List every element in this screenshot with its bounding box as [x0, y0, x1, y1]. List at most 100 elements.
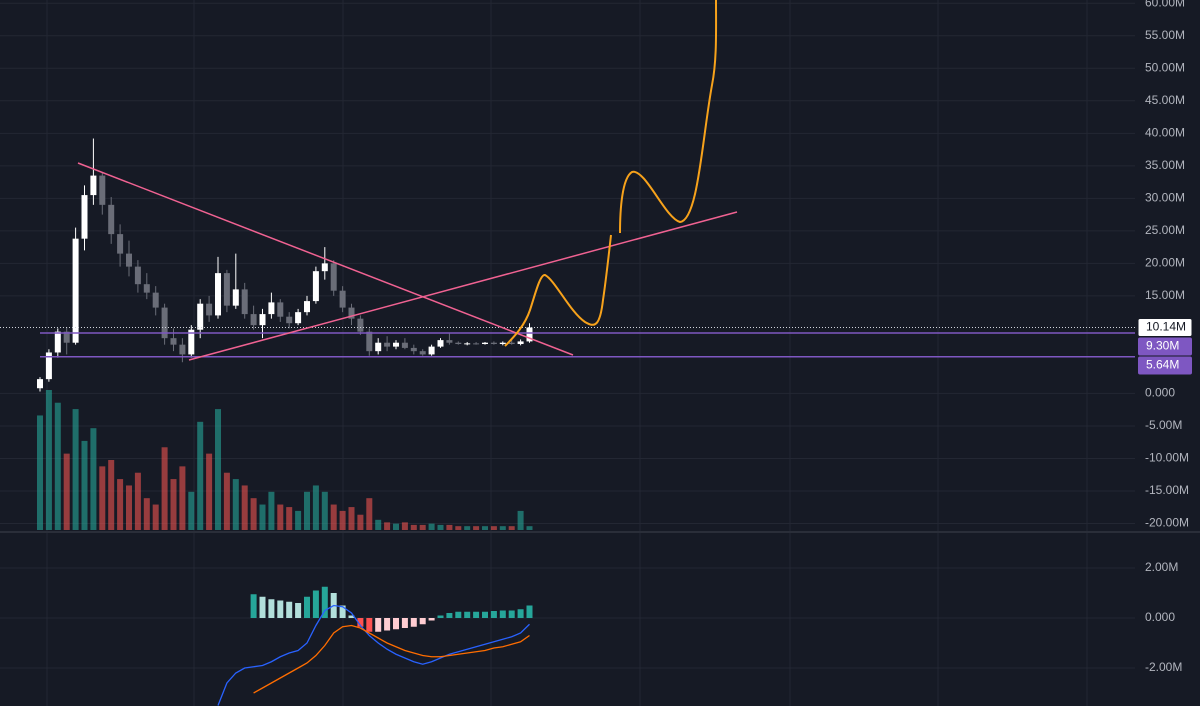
y-tick-label: 35.00M — [1145, 158, 1185, 172]
volume-bar — [295, 510, 302, 530]
volume-bar — [179, 466, 186, 530]
volume-bar — [410, 524, 417, 530]
histogram-bar — [384, 618, 391, 631]
candle-body — [152, 292, 159, 308]
volume-bar — [455, 526, 462, 530]
candle-body — [99, 175, 106, 205]
histogram-bar — [401, 618, 408, 628]
candle-body — [312, 271, 319, 302]
volume-bar — [259, 504, 266, 530]
candle-body — [286, 316, 293, 324]
candle-body — [81, 195, 88, 239]
volume-bar — [143, 498, 150, 530]
volume-bar — [526, 526, 533, 530]
volume-bar — [437, 524, 444, 530]
candle-body — [54, 331, 61, 353]
volume-bar — [366, 498, 373, 530]
histogram-bar — [473, 611, 480, 618]
macd-line — [217, 604, 530, 706]
candle-body — [473, 343, 480, 345]
y-tick-label: 45.00M — [1145, 93, 1185, 107]
candle-body — [250, 314, 257, 326]
candle-body — [348, 307, 355, 319]
volume-bar — [312, 485, 319, 530]
volume-bar — [99, 466, 106, 530]
candle-body — [304, 301, 310, 313]
volume-bar — [393, 523, 399, 530]
volume-bar — [37, 415, 43, 530]
y-tick-label: 55.00M — [1145, 28, 1185, 42]
volume-bar — [401, 522, 408, 530]
candle-body — [126, 253, 132, 267]
histogram-bar — [348, 615, 355, 618]
signal-line — [253, 624, 530, 694]
volume-bar — [428, 523, 435, 530]
histogram-bar — [517, 609, 524, 618]
volume-bar — [161, 447, 168, 530]
y-tick-label: 30.00M — [1145, 191, 1185, 205]
candle-body — [268, 302, 275, 315]
y-tick-label: -20.00M — [1145, 516, 1189, 530]
y-tick-label: 0.000 — [1145, 386, 1175, 400]
histogram-bar — [277, 600, 284, 618]
volume-bar — [419, 524, 426, 530]
candle-body — [170, 338, 177, 345]
candle-body — [330, 263, 337, 291]
volume-bar — [45, 390, 52, 530]
y-tick-label: 15.00M — [1145, 288, 1185, 302]
candle-body — [401, 342, 408, 348]
volume-bar — [375, 519, 382, 530]
price-label: 5.64M — [1146, 358, 1179, 372]
candle-body — [455, 342, 462, 345]
volume-bar — [63, 453, 70, 530]
volume-bar — [108, 460, 115, 530]
candle-body — [161, 307, 168, 339]
histogram-bar — [410, 618, 417, 627]
candle-body — [277, 302, 284, 317]
histogram-bar — [446, 613, 453, 618]
volume-bar — [170, 479, 177, 530]
histogram-bar — [286, 601, 293, 618]
volume-bar — [188, 491, 195, 530]
volume-bar — [508, 526, 515, 530]
volume-bar — [499, 526, 506, 530]
candle-body — [295, 312, 302, 324]
volume-bar — [223, 472, 230, 530]
volume-bar — [357, 514, 364, 530]
y-tick-label: 2.00M — [1145, 560, 1178, 574]
volume-bar — [268, 491, 275, 530]
histogram-bar — [428, 618, 435, 621]
volume-bar — [348, 507, 355, 530]
volume-bar — [384, 522, 391, 530]
drawings — [77, 0, 738, 361]
volume-bar — [321, 491, 328, 530]
candle-body — [72, 238, 79, 343]
candle-body — [393, 342, 399, 347]
volume-bar — [232, 479, 239, 530]
candle-body — [45, 352, 52, 380]
volume-bar — [81, 440, 88, 530]
histogram-bar — [437, 615, 444, 618]
y-tick-label: -15.00M — [1145, 483, 1189, 497]
candle-body — [143, 284, 150, 293]
histogram-bar — [419, 618, 426, 625]
y-tick-label: -10.00M — [1145, 451, 1189, 465]
candle-body — [215, 273, 221, 316]
candle-body — [410, 347, 417, 352]
volume-bar — [482, 526, 488, 530]
candle-body — [339, 290, 346, 308]
candle-body — [464, 343, 471, 345]
volume-bar — [117, 479, 124, 530]
volume-bar — [250, 498, 257, 530]
price-label: 10.14M — [1146, 320, 1186, 334]
y-tick-label: 0.000 — [1145, 610, 1175, 624]
candle-body — [419, 351, 426, 355]
y-tick-label: -5.00M — [1145, 418, 1182, 432]
candle-body — [134, 266, 141, 285]
y-tick-label: -2.00M — [1145, 660, 1182, 674]
candle-body — [63, 331, 70, 343]
volume-bar — [134, 472, 141, 530]
price-label: 9.30M — [1146, 339, 1179, 353]
histogram-bar — [464, 611, 471, 618]
